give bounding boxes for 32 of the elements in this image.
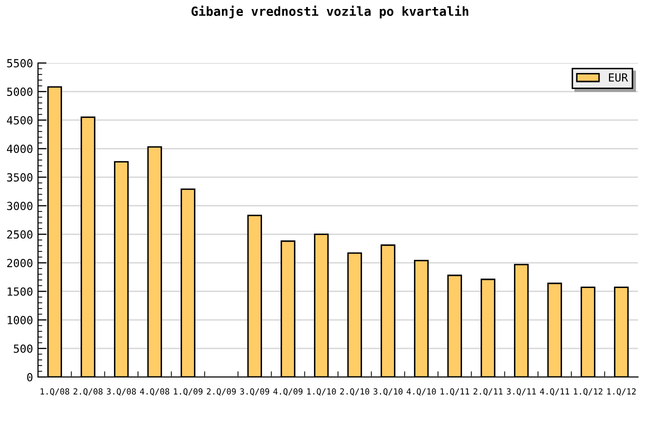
x-tick-label: 1.Q/09 — [174, 388, 202, 396]
y-tick-label: 4500 — [6, 116, 32, 124]
y-tick-label: 500 — [14, 344, 32, 353]
x-tick-label: 4.Q/10 — [406, 388, 436, 396]
x-tick-label: 3.Q/08 — [106, 388, 136, 396]
y-tick-label: 1000 — [8, 316, 32, 324]
x-tick-label: 4.Q/08 — [140, 388, 170, 396]
x-tick-label: 4.Q/09 — [273, 388, 302, 396]
x-tick-label: 2.Q/10 — [340, 388, 370, 396]
y-tick-label: 1500 — [8, 287, 32, 296]
legend-label: EUR — [609, 73, 628, 82]
x-tick-label: 3.Q/11 — [506, 388, 536, 396]
chart-title: Gibanje vrednosti vozila po kvartalih — [191, 6, 468, 18]
y-tick-label: 2500 — [7, 230, 32, 239]
y-tick-label: 3000 — [7, 202, 32, 210]
x-tick-label: 2.Q/09 — [206, 388, 236, 396]
x-tick-label: 3.Q/10 — [374, 388, 403, 396]
x-tick-label: 1.Q/11 — [440, 388, 470, 396]
y-tick-label: 5500 — [7, 59, 32, 68]
x-tick-label: 1.Q/10 — [307, 388, 336, 396]
y-tick-label: 5000 — [7, 88, 32, 96]
x-tick-label: 2.Q/08 — [74, 388, 103, 396]
y-tick-label: 4000 — [6, 144, 32, 154]
x-tick-label: 1.Q/12 — [607, 388, 636, 396]
x-tick-label: 1.Q/12 — [574, 388, 602, 396]
y-tick-label: 2000 — [7, 258, 32, 268]
x-tick-label: 4.Q/11 — [540, 388, 570, 396]
y-tick-label: 0 — [27, 373, 32, 382]
x-tick-label: 2.Q/11 — [474, 388, 502, 396]
y-tick-label: 3500 — [7, 173, 32, 182]
x-tick-label: 1.Q/08 — [40, 388, 70, 396]
x-tick-label: 3.Q/09 — [240, 388, 270, 396]
